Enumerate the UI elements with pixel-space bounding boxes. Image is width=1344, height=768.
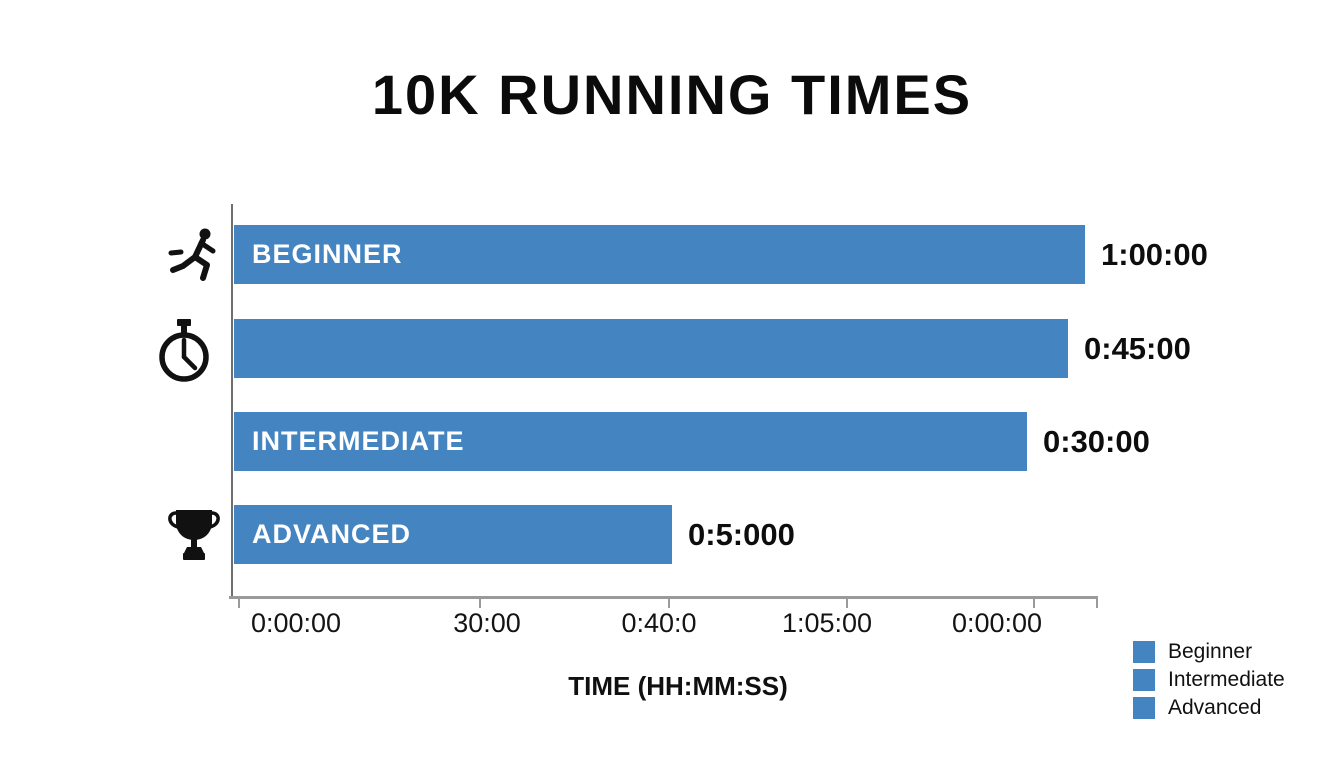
x-tick bbox=[238, 599, 240, 608]
x-tick-label: 1:05:00 bbox=[781, 608, 873, 638]
bar-value-label: 0:30:00 bbox=[1043, 423, 1150, 459]
legend-label: Intermediate bbox=[1168, 668, 1285, 691]
x-tick-label: 0:00:00 bbox=[951, 608, 1043, 638]
bar-beginner: BEGINNER bbox=[234, 225, 1085, 284]
bar-label: INTERMEDIATE bbox=[252, 426, 465, 456]
legend-item-intermediate: Intermediate bbox=[1133, 668, 1285, 691]
legend: Beginner Intermediate Advanced bbox=[1133, 640, 1285, 719]
legend-item-advanced: Advanced bbox=[1133, 696, 1285, 719]
trophy-icon bbox=[166, 506, 222, 567]
y-axis-line bbox=[231, 204, 233, 599]
x-tick bbox=[1096, 599, 1098, 608]
x-tick bbox=[668, 599, 670, 608]
legend-label: Beginner bbox=[1168, 640, 1253, 663]
bar-value-label: 1:00:00 bbox=[1101, 236, 1208, 272]
bar-row-advanced: ADVANCED 0:5:000 bbox=[234, 505, 795, 564]
chart-title: 10K RUNNING TIMES bbox=[371, 63, 973, 126]
x-axis-line bbox=[229, 596, 1098, 599]
legend-swatch bbox=[1133, 697, 1155, 719]
x-tick bbox=[479, 599, 481, 608]
legend-item-beginner: Beginner bbox=[1133, 640, 1285, 663]
x-tick-label: 0:00:00 bbox=[250, 608, 342, 638]
bar-label: BEGINNER bbox=[252, 239, 403, 269]
legend-swatch bbox=[1133, 641, 1155, 663]
x-axis-title: TIME (HH:MM:SS) bbox=[568, 671, 788, 701]
x-tick bbox=[846, 599, 848, 608]
x-tick-label: 0:40:0 bbox=[621, 608, 697, 638]
x-tick-label: 30:00 bbox=[453, 608, 521, 638]
bar-row-intermediate: INTERMEDIATE 0:30:00 bbox=[234, 412, 1150, 471]
bar-unlabeled bbox=[234, 319, 1068, 378]
runner-icon bbox=[168, 226, 222, 287]
bar-row-beginner: BEGINNER 1:00:00 bbox=[234, 225, 1208, 284]
stopwatch-icon bbox=[155, 319, 213, 388]
bar-value-label: 0:5:000 bbox=[688, 516, 795, 552]
bar-value-label: 0:45:00 bbox=[1084, 330, 1191, 366]
bar-advanced: ADVANCED bbox=[234, 505, 672, 564]
legend-swatch bbox=[1133, 669, 1155, 691]
bar-label: ADVANCED bbox=[252, 519, 412, 549]
legend-label: Advanced bbox=[1168, 696, 1262, 719]
bar-intermediate: INTERMEDIATE bbox=[234, 412, 1027, 471]
x-tick bbox=[1033, 599, 1035, 608]
bar-row-unlabeled: 0:45:00 bbox=[234, 319, 1191, 378]
